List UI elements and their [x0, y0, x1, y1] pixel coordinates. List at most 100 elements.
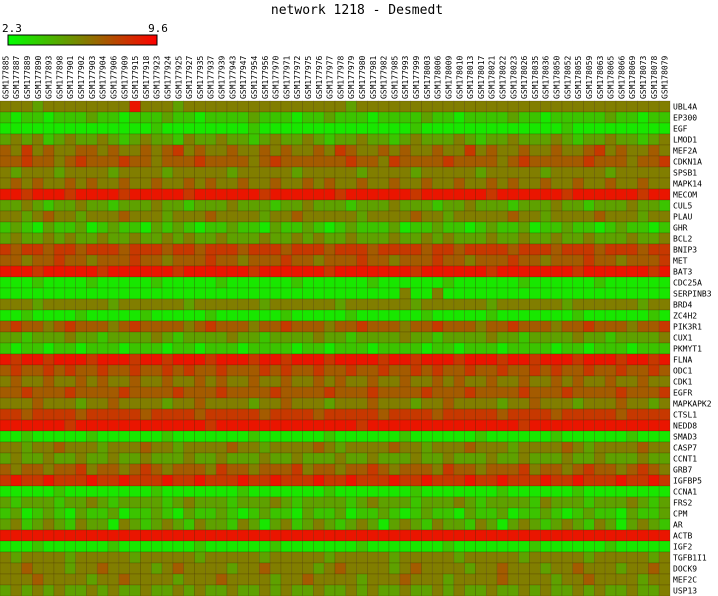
- heat-cell: [507, 430, 520, 443]
- heat-cell: [86, 320, 98, 333]
- heat-cell: [183, 298, 195, 311]
- heat-cell: [540, 342, 552, 355]
- heat-cell: [442, 573, 455, 586]
- heat-cell: [0, 133, 12, 146]
- heat-cell: [280, 331, 293, 344]
- heat-cell: [32, 166, 44, 179]
- heat-cell: [150, 221, 163, 234]
- heat-cell: [75, 309, 87, 322]
- heat-cell: [658, 298, 671, 311]
- heat-cell: [431, 122, 444, 135]
- heat-cell: [442, 584, 455, 596]
- heat-cell: [561, 386, 574, 399]
- heat-cell: [421, 298, 433, 311]
- heat-cell: [172, 496, 185, 509]
- heat-cell: [42, 254, 55, 267]
- heat-cell: [658, 441, 671, 454]
- heat-cell: [107, 463, 120, 476]
- heat-cell: [75, 441, 87, 454]
- heat-cell: [658, 265, 671, 278]
- heat-cell: [475, 375, 487, 388]
- heat-cell: [248, 419, 260, 432]
- heat-cell: [507, 353, 520, 366]
- row-label: MAPK14: [673, 180, 702, 189]
- heat-cell: [150, 166, 163, 179]
- heat-cell: [86, 166, 98, 179]
- heat-cell: [626, 584, 638, 596]
- heat-cell: [291, 386, 303, 399]
- heat-cell: [453, 188, 465, 201]
- heat-cell: [518, 100, 530, 113]
- heat-cell: [453, 144, 465, 157]
- heat-cell: [280, 276, 293, 289]
- heat-cell: [161, 144, 174, 157]
- heat-cell: [42, 397, 55, 410]
- heat-cell: [215, 243, 228, 256]
- heat-cell: [485, 166, 498, 179]
- heat-cell: [388, 507, 401, 520]
- heat-cell: [356, 254, 368, 267]
- heat-cell: [237, 573, 249, 586]
- heat-cell: [540, 320, 552, 333]
- heat-cell: [129, 111, 141, 124]
- heat-cell: [485, 320, 498, 333]
- heat-cell: [615, 254, 628, 267]
- heat-cell: [42, 375, 55, 388]
- heat-cell: [583, 188, 595, 201]
- heat-cell: [529, 232, 541, 245]
- heat-cell: [453, 353, 465, 366]
- heat-cell: [540, 210, 552, 223]
- heat-cell: [140, 320, 152, 333]
- heat-cell: [464, 397, 476, 410]
- heat-cell: [313, 210, 325, 223]
- heat-cell: [194, 551, 206, 564]
- heat-cell: [21, 243, 33, 256]
- heat-cell: [129, 276, 141, 289]
- heat-cell: [205, 562, 217, 575]
- heat-cell: [496, 122, 509, 135]
- heat-cell: [183, 540, 195, 553]
- heat-cell: [280, 562, 293, 575]
- heat-cell: [421, 188, 433, 201]
- heat-cell: [594, 474, 606, 487]
- heat-cell: [529, 331, 541, 344]
- heat-cell: [356, 309, 368, 322]
- heat-cell: [237, 562, 249, 575]
- heat-cell: [604, 342, 617, 355]
- heat-cell: [518, 430, 530, 443]
- column-label: GSM177893: [45, 55, 54, 99]
- heat-cell: [64, 419, 76, 432]
- heat-cell: [658, 529, 671, 542]
- heat-cell: [205, 408, 217, 421]
- heat-cell: [561, 562, 574, 575]
- heat-cell: [377, 551, 390, 564]
- heat-cell: [464, 111, 476, 124]
- heat-cell: [280, 485, 293, 498]
- heat-cell: [302, 331, 314, 344]
- heat-cell: [215, 320, 228, 333]
- heat-cell: [377, 441, 390, 454]
- heat-cell: [615, 243, 628, 256]
- heat-cell: [561, 375, 574, 388]
- heat-cell: [10, 210, 22, 223]
- heat-cell: [518, 232, 530, 245]
- heat-cell: [594, 188, 606, 201]
- heat-cell: [42, 408, 55, 421]
- heat-cell: [410, 166, 422, 179]
- heat-cell: [518, 485, 530, 498]
- heat-cell: [496, 463, 509, 476]
- heat-cell: [658, 100, 671, 113]
- heat-cell: [453, 166, 465, 179]
- heat-cell: [215, 529, 228, 542]
- heat-cell: [367, 397, 379, 410]
- heat-cell: [529, 144, 541, 157]
- heat-cell: [388, 331, 401, 344]
- heat-cell: [648, 144, 660, 157]
- heat-cell: [86, 221, 98, 234]
- heat-cell: [323, 507, 336, 520]
- heat-cell: [442, 474, 455, 487]
- column-label: GSM178066: [617, 55, 626, 99]
- heat-cell: [280, 496, 293, 509]
- heat-cell: [248, 309, 260, 322]
- heat-cell: [280, 254, 293, 267]
